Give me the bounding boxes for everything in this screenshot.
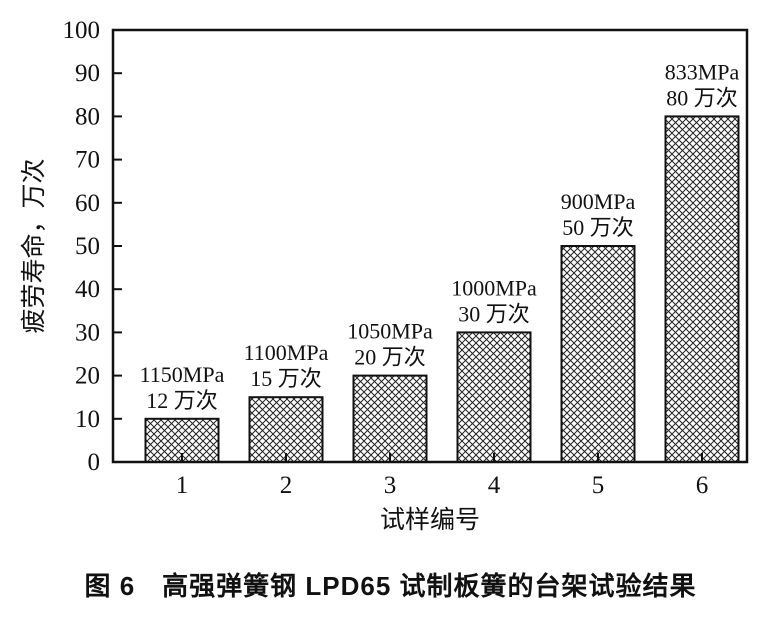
bars-group [144, 115, 740, 464]
y-tick-label: 20 [75, 363, 100, 390]
bar-annotation-cycles: 20 万次 [354, 345, 426, 370]
y-tick-label: 0 [88, 449, 101, 476]
x-tick-label: 3 [384, 472, 397, 499]
x-axis: 1 2 3 4 5 6 [176, 453, 709, 499]
bar-4 [456, 331, 532, 463]
x-tick-label: 1 [176, 472, 189, 499]
bar-chart: 1150MPa 12 万次 1100MPa 15 万次 1050MPa 20 万次 1000… [20, 17, 749, 534]
x-tick-label: 5 [592, 472, 605, 499]
bar-6 [664, 115, 740, 464]
bar-annotation-cycles: 30 万次 [458, 301, 530, 326]
y-tick-label: 90 [75, 60, 100, 87]
bar-annotation-cycles: 50 万次 [562, 215, 634, 240]
figure-caption: 图 6 高强弹簧钢 LPD65 试制板簧的台架试验结果 [84, 571, 697, 601]
y-tick-label: 100 [63, 17, 101, 44]
y-tick-label: 60 [75, 190, 100, 217]
y-axis-title: 疲劳寿命，万次 [20, 158, 48, 333]
y-tick-label: 40 [75, 276, 100, 303]
bar-annotation-cycles: 80 万次 [666, 85, 738, 110]
y-tick-label: 10 [75, 406, 100, 433]
x-axis-title: 试样编号 [380, 506, 480, 534]
y-tick-label: 80 [75, 103, 100, 130]
y-tick-label: 30 [75, 319, 100, 346]
bar-annotation-stress: 1050MPa [347, 319, 433, 344]
x-tick-label: 2 [280, 472, 293, 499]
y-tick-label: 70 [75, 147, 100, 174]
x-tick-label: 4 [488, 472, 501, 499]
bar-3 [352, 374, 428, 464]
y-axis: 0 10 20 30 40 50 60 70 80 90 100 [63, 17, 122, 476]
x-tick-label: 6 [696, 472, 709, 499]
bar-annotation-stress: 900MPa [561, 189, 636, 214]
bar-annotation-stress: 1000MPa [451, 275, 537, 300]
y-tick-label: 50 [75, 233, 100, 260]
bar-annotation-stress: 1150MPa [140, 362, 225, 387]
bar-annotation-stress: 1100MPa [244, 340, 329, 365]
bar-5 [560, 245, 636, 463]
bar-annotation-stress: 833MPa [665, 59, 740, 84]
bar-2 [248, 396, 324, 464]
bar-annotation-cycles: 12 万次 [146, 388, 218, 413]
bar-annotation-cycles: 15 万次 [250, 366, 322, 391]
